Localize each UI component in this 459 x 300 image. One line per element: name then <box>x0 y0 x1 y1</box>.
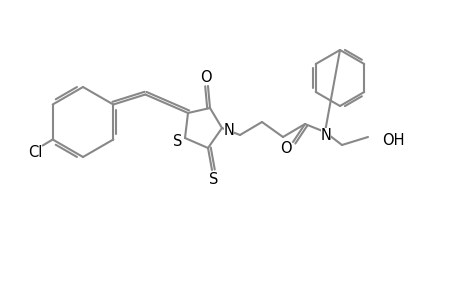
Text: Cl: Cl <box>28 145 43 160</box>
Text: O: O <box>280 140 291 155</box>
Text: S: S <box>209 172 218 187</box>
Text: OH: OH <box>381 133 403 148</box>
Text: S: S <box>173 134 182 148</box>
Text: O: O <box>200 70 211 85</box>
Text: N: N <box>320 128 331 142</box>
Text: N: N <box>223 122 234 137</box>
